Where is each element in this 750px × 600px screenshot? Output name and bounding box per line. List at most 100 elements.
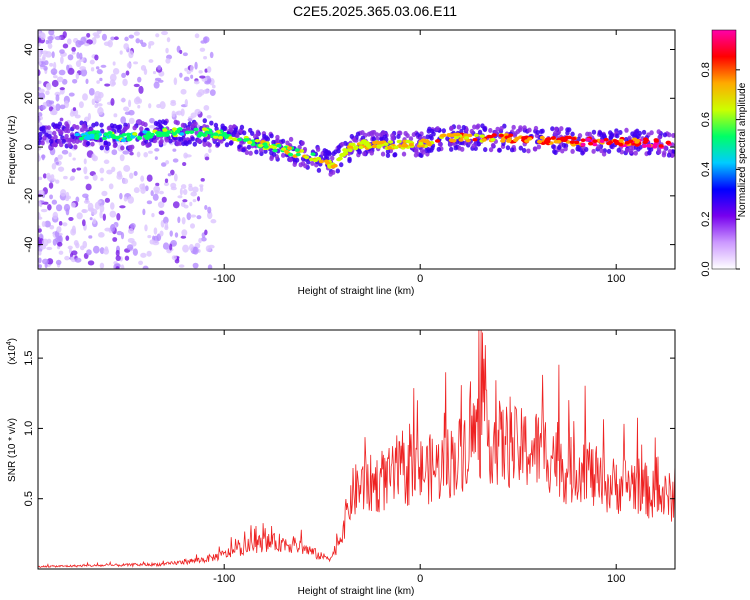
spectrogram-cell	[84, 175, 89, 180]
spectrogram-cell	[467, 133, 473, 138]
spectrogram-cell	[158, 140, 163, 146]
spectrogram-cell	[192, 141, 197, 147]
spectrogram-cell	[102, 213, 106, 221]
spectrogram-cell	[59, 87, 65, 91]
spectrogram-cell	[396, 139, 402, 144]
spectrogram-cell	[153, 227, 158, 235]
spectrogram-cell	[228, 140, 234, 146]
spectrogram-cell	[209, 120, 214, 126]
spectrogram-cell	[115, 255, 121, 262]
spectrogram-cell	[425, 134, 430, 140]
spectrogram-cell	[642, 140, 648, 145]
spectrogram-cell	[265, 136, 271, 142]
spectrogram-cell	[585, 137, 591, 142]
spectrogram-cell	[207, 264, 213, 269]
spectrogram-cell	[130, 223, 136, 229]
spectrogram-cell	[303, 163, 308, 169]
spectrogram-cell	[193, 80, 200, 85]
spectrogram-cell	[140, 42, 147, 48]
spectrogram-cell	[38, 50, 42, 58]
spectrogram-cell	[99, 210, 103, 219]
spectrogram-cell	[657, 134, 662, 140]
x-tick-label: 0	[417, 573, 423, 585]
spectrogram-cell	[150, 190, 154, 197]
spectrogram-cell	[165, 57, 171, 64]
spectrogram-cell	[49, 62, 54, 67]
spectrogram-cell	[94, 133, 100, 138]
spectrogram-cell	[123, 165, 131, 172]
spectrogram-cell	[54, 35, 62, 41]
spectrogram-cell	[449, 146, 454, 152]
spectrogram-cell	[128, 117, 135, 124]
spectrogram-cell	[38, 154, 41, 162]
spectrogram-cell	[383, 142, 389, 147]
spectrogram-cell	[213, 132, 219, 137]
spectrogram-cell	[49, 225, 55, 230]
spectrogram-cell	[585, 131, 590, 137]
spectrogram-cell	[618, 130, 623, 136]
spectrogram-cell	[38, 112, 43, 118]
spectrogram-cell	[455, 132, 461, 137]
spectrogram-cell	[429, 135, 434, 141]
colorbar-label: Normalized spectral amplitude	[737, 82, 748, 217]
spectrogram-cell	[67, 142, 72, 148]
spectrogram-cell	[315, 156, 322, 161]
spectrogram-cell	[609, 143, 614, 149]
spectrogram-cell	[83, 158, 87, 165]
spectrogram-cell	[173, 77, 178, 86]
spectrogram-cell	[386, 145, 393, 150]
spectrogram-cell	[110, 98, 115, 106]
spectrogram-cell	[142, 265, 149, 269]
spectrogram-cell	[163, 120, 168, 126]
spectrogram-cell	[47, 43, 53, 49]
spectrogram-cell	[199, 185, 204, 192]
spectrogram-cell	[479, 134, 485, 139]
spectrogram-cell	[209, 89, 216, 96]
spectrogram-cell	[64, 121, 69, 127]
spectrogram-cell	[38, 37, 41, 44]
spectrogram-cell	[500, 139, 506, 143]
spectrogram-cell	[73, 144, 78, 150]
spectrogram-cell	[64, 133, 69, 139]
spectrogram-cell	[131, 240, 137, 247]
spectrogram-cell	[112, 68, 120, 75]
spectrogram-cell	[163, 181, 170, 187]
spectrogram-cell	[38, 69, 41, 77]
spectrogram-cell	[94, 201, 100, 210]
spectrogram-cell	[155, 33, 160, 38]
spectrogram-cell	[347, 158, 352, 164]
spectrogram-cell	[198, 70, 203, 74]
spectrogram-cell	[128, 99, 132, 108]
spectrogram-cell	[94, 130, 100, 134]
spectrogram-cell	[551, 144, 556, 150]
spectrogram-cell	[140, 252, 147, 258]
spectrogram-cell	[136, 135, 142, 140]
spectrogram-cell	[42, 173, 47, 179]
spectrogram-cell	[180, 122, 186, 128]
spectrogram-cell	[322, 148, 327, 154]
spectrogram-cell	[58, 69, 66, 76]
spectrogram-cell	[371, 136, 376, 142]
spectrogram-cell	[481, 138, 487, 142]
snr-y-scale: (x104)	[6, 338, 18, 365]
spectrogram-cell	[198, 237, 202, 244]
spectrogram-cell	[671, 132, 675, 138]
spectrogram-cell	[192, 199, 197, 203]
spectrogram-cell	[49, 138, 54, 144]
y-tick-label: 20	[23, 92, 35, 104]
spectrogram-cell	[164, 178, 169, 183]
spectrogram-cell	[115, 266, 120, 269]
spectrogram-cell	[204, 80, 211, 85]
spectrogram-cell	[561, 142, 567, 148]
spectrogram-cell	[80, 36, 87, 45]
spectrogram-cell	[72, 78, 78, 84]
colorbar-tick-label: 0.2	[700, 212, 712, 227]
spectrogram-cell	[179, 72, 183, 78]
spectrogram-cell	[580, 142, 586, 147]
spectrogram-cell	[342, 148, 348, 152]
spectrogram-cell	[107, 39, 113, 48]
spectrogram-cell	[527, 137, 533, 141]
spectrogram-cell	[71, 138, 77, 144]
spectrogram-cell	[483, 147, 488, 153]
snr-x-ticks: -100 0 100	[213, 330, 625, 585]
